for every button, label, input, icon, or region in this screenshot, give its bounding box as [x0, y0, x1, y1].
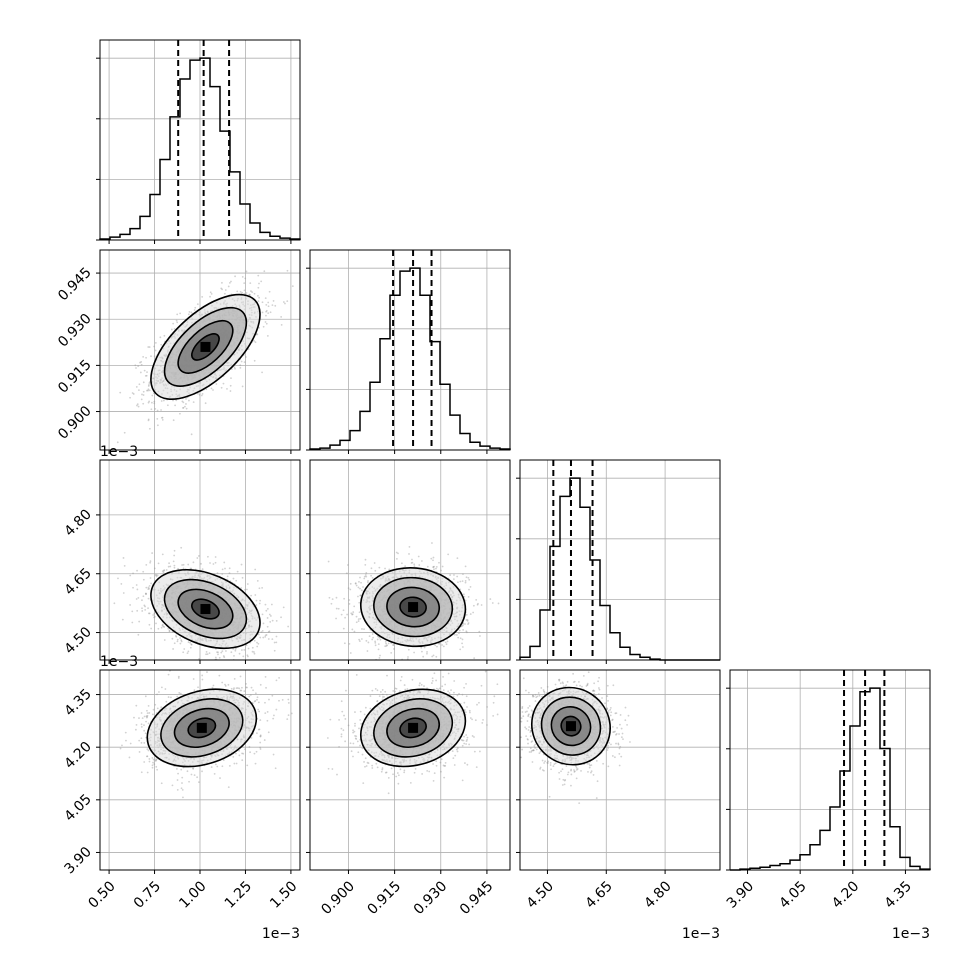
y-tick-label: 0.945 [55, 265, 95, 305]
y-tick-label: 3.90 [61, 844, 94, 877]
y-tick-label: 4.20 [61, 739, 94, 772]
contour-1 [386, 707, 441, 748]
pair-panel-0-1 [96, 249, 301, 454]
histogram-2 [519, 477, 720, 661]
y-tick-label: 4.05 [61, 791, 94, 824]
pair-frame [99, 459, 301, 661]
contour-3 [150, 293, 261, 401]
density-peak [196, 722, 207, 733]
hist-frame-2 [519, 459, 721, 661]
contour-1 [550, 706, 592, 747]
y-offset-label: 1e−3 [100, 654, 138, 670]
contour-0 [191, 333, 220, 361]
pair-panel-1-2 [306, 459, 511, 664]
hist-frame-1 [309, 249, 511, 451]
x-tick-label: 4.65 [583, 878, 616, 911]
pair-grid [100, 670, 300, 870]
contour-2 [540, 696, 602, 756]
x-tick-label: 1.00 [176, 878, 209, 911]
x-tick-label: 4.80 [641, 878, 674, 911]
x-tick-label: 4.50 [524, 878, 557, 911]
pair-content [310, 460, 510, 660]
hist-panel-2 [516, 459, 721, 664]
contour-3 [146, 688, 258, 768]
pair-content [100, 670, 300, 870]
contour-1 [386, 586, 441, 628]
contour-2 [373, 698, 454, 758]
contour-1 [173, 707, 230, 748]
pair-content [100, 250, 300, 450]
y-tick-label: 4.65 [61, 565, 94, 598]
contour-3 [359, 567, 467, 648]
y-tick-label: 0.900 [55, 403, 95, 443]
x-tick-label: 1.50 [267, 878, 300, 911]
y-tick-label: 4.35 [61, 686, 94, 719]
x-tick-label: 0.930 [411, 878, 451, 918]
pair-grid [100, 250, 300, 450]
hist-panel-1 [306, 249, 511, 454]
pair-panel-0-2 [96, 459, 301, 664]
pair-content [310, 670, 510, 870]
contour-0 [187, 717, 217, 739]
pair-panel-0-3 [96, 669, 301, 874]
pair-frame [99, 249, 301, 451]
hist-panel-3 [726, 669, 931, 874]
hist-frame-0 [99, 39, 301, 241]
pair-panel-1-3 [306, 669, 511, 874]
pair-panel-2-3 [516, 669, 721, 874]
pair-frame [309, 459, 511, 661]
x-tick-label: 3.90 [724, 878, 757, 911]
density-peak [200, 341, 211, 352]
pair-frame [519, 669, 721, 871]
x-tick-label: 1.25 [222, 878, 255, 911]
x-offset-label: 1e−3 [892, 926, 930, 942]
x-offset-label: 1e−3 [262, 926, 300, 942]
x-tick-label: 4.20 [829, 878, 862, 911]
histogram-3 [730, 687, 931, 871]
contour-2 [163, 306, 248, 387]
pair-frame [99, 669, 301, 871]
contour-2 [160, 698, 244, 758]
x-tick-label: 0.75 [131, 878, 164, 911]
y-offset-label: 1e−3 [100, 444, 138, 460]
hist-frame-3 [729, 669, 931, 871]
y-tick-label: 0.930 [55, 311, 95, 351]
y-tick-label: 4.80 [61, 506, 94, 539]
pair-content [520, 670, 720, 870]
contour-2 [163, 578, 248, 640]
histogram-0 [99, 57, 301, 240]
density-peak [408, 602, 419, 613]
contour-3 [150, 569, 261, 650]
contour-1 [177, 588, 234, 630]
x-tick-label: 0.915 [365, 878, 405, 918]
contour-0 [399, 717, 427, 739]
hist-panel-0 [96, 39, 301, 244]
contour-2 [373, 576, 454, 638]
pair-content [100, 460, 300, 660]
hist-grid-3 [730, 670, 930, 870]
x-tick-label: 4.35 [882, 878, 915, 911]
density-peak [200, 604, 211, 615]
x-tick-label: 0.945 [457, 878, 497, 918]
x-tick-label: 0.900 [318, 878, 358, 918]
contour-3 [359, 688, 467, 768]
y-tick-label: 0.915 [55, 357, 95, 397]
contour-0 [560, 715, 582, 737]
x-tick-label: 0.50 [85, 878, 118, 911]
contour-1 [177, 319, 234, 374]
hist-grid-1 [310, 250, 510, 450]
pair-frame [309, 669, 511, 871]
x-offset-label: 1e−3 [682, 926, 720, 942]
histogram-1 [309, 267, 511, 450]
density-peak [408, 722, 419, 733]
density-peak [565, 721, 576, 732]
hist-grid-2 [520, 460, 720, 660]
contour-3 [530, 686, 611, 766]
y-tick-label: 4.50 [61, 624, 94, 657]
hist-grid-0 [100, 40, 300, 240]
x-tick-label: 4.05 [776, 878, 809, 911]
contour-0 [399, 596, 427, 618]
contour-0 [191, 598, 220, 620]
